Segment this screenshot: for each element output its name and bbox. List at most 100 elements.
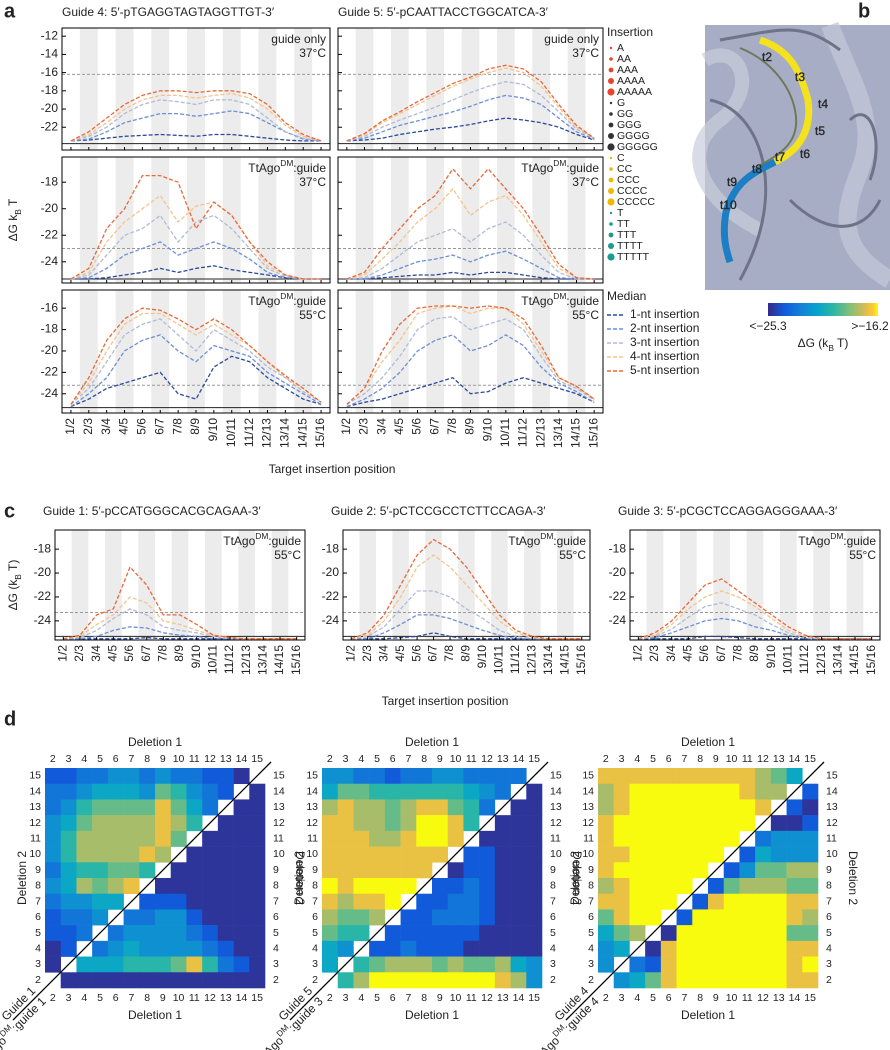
heatmap-cell: [337, 925, 354, 942]
heatmap-cell: [613, 799, 630, 816]
x-tick-label: 13: [497, 992, 509, 1004]
plot-temp: 55°C: [559, 548, 586, 562]
x-tick-label: 14/15: [557, 645, 571, 675]
stripe: [115, 157, 134, 283]
plot-note-part: TtAgo: [521, 294, 553, 308]
legend-label: GG: [617, 108, 633, 120]
heatmap-cell: [510, 940, 527, 957]
heatmap-cell: [92, 799, 109, 816]
heatmap-cell: [233, 862, 250, 879]
heatmap-cell: [322, 830, 339, 847]
stripe: [79, 28, 98, 150]
x-tick-label: 12: [481, 753, 493, 765]
y-tick-label: 11: [583, 832, 594, 844]
heatmap-cell: [660, 846, 677, 863]
axis-title: Deletion 2: [293, 851, 307, 905]
y-tick-label: 5: [273, 927, 279, 939]
y-tick-label: 14: [582, 785, 594, 797]
x-tick-label: 11: [742, 992, 753, 1004]
legend-label: T: [617, 207, 624, 219]
legend-marker: [609, 156, 613, 160]
y-tick-label: 15: [582, 770, 594, 782]
x-tick-label: 4: [358, 992, 364, 1004]
heatmap-cell: [526, 862, 543, 879]
heatmap-cell: [463, 956, 480, 973]
stripe: [205, 530, 222, 640]
heatmap-cell: [92, 815, 109, 832]
y-tick-label: 5: [35, 927, 41, 939]
heatmap-cell: [629, 925, 646, 942]
heatmap-cell: [107, 846, 124, 863]
heatmap-cell: [723, 799, 740, 816]
heatmap-cell: [432, 925, 449, 942]
legend-marker: [609, 57, 613, 61]
x-tick-label: 6/7: [426, 645, 440, 662]
y-tick-label: -22: [322, 589, 340, 603]
x-tick-label: 15: [528, 992, 540, 1004]
stripe: [532, 157, 550, 283]
x-tick-label: 2/3: [72, 645, 86, 662]
stripe: [391, 157, 409, 283]
heatmap-cell: [186, 878, 203, 895]
heatmap-cell: [416, 940, 433, 957]
y-tick-label: 4: [273, 942, 279, 954]
y-tick-label: 10: [826, 848, 838, 860]
plot-temp: 55°C: [299, 308, 326, 322]
heatmap-cell: [123, 925, 140, 942]
heatmap-cell: [92, 768, 109, 785]
legend-label: AA: [617, 53, 631, 65]
heatmap-cell: [494, 893, 511, 910]
heatmap-cell: [692, 846, 709, 863]
x-tick-label: 9/10: [189, 645, 203, 669]
heatmap-cell: [613, 972, 630, 989]
heatmap-cell: [510, 956, 527, 973]
heatmap-cell: [447, 925, 464, 942]
y-axis-label-part: T: [6, 198, 20, 209]
y-axis-label: ΔG (kB T): [6, 560, 23, 611]
heatmap-cell: [463, 862, 480, 879]
heatmap-cell: [60, 830, 77, 847]
heatmap-cell: [400, 783, 417, 800]
y-tick-label: 13: [29, 801, 41, 813]
y-tick-label: -22: [41, 119, 59, 133]
heatmap-cell: [447, 799, 464, 816]
heatmap-cell: [170, 956, 187, 973]
x-tick-label: 4: [634, 992, 640, 1004]
heatmap-cell: [692, 815, 709, 832]
heatmap-cell: [416, 799, 433, 816]
colorbar-title-part: T): [834, 336, 848, 350]
heatmap-cell: [107, 972, 124, 989]
heatmap-cell: [45, 768, 62, 785]
heatmap-cell: [447, 783, 464, 800]
heatmap-cell: [629, 909, 646, 926]
residue-label: t8: [752, 162, 762, 176]
heatmap-cell: [92, 846, 109, 863]
legend-label: AAAA: [617, 75, 645, 87]
plot-note: TtAgoDM:guide: [223, 531, 301, 548]
x-tick-label: 4/5: [392, 418, 406, 435]
heatmap-cell: [708, 972, 725, 989]
guide-strand: [758, 36, 813, 166]
heatmap-cell: [786, 768, 803, 785]
median-line: [346, 221, 595, 280]
x-tick-label: 12/13: [525, 645, 539, 675]
x-tick-label: 1/2: [63, 418, 77, 435]
heatmap-cell: [369, 878, 386, 895]
heatmap-cell: [629, 768, 646, 785]
x-tick-label: 12: [204, 992, 216, 1004]
heatmap-cell: [123, 878, 140, 895]
plot-note-part: TtAgo: [248, 294, 280, 308]
heatmap-cell: [526, 799, 543, 816]
x-tick-label: 2/3: [357, 418, 371, 435]
heatmap-cell: [400, 909, 417, 926]
heatmap-cell: [770, 815, 787, 832]
heatmap-cell: [660, 783, 677, 800]
heatmap-cell: [60, 925, 77, 942]
heatmap-cell: [155, 925, 172, 942]
x-tick-label: 10: [726, 753, 738, 765]
heatmap-cell: [479, 972, 496, 989]
heatmap-cell: [432, 783, 449, 800]
heatmap-cell: [629, 878, 646, 895]
residue-label: t3: [795, 70, 805, 84]
heatmap-cell: [723, 972, 740, 989]
